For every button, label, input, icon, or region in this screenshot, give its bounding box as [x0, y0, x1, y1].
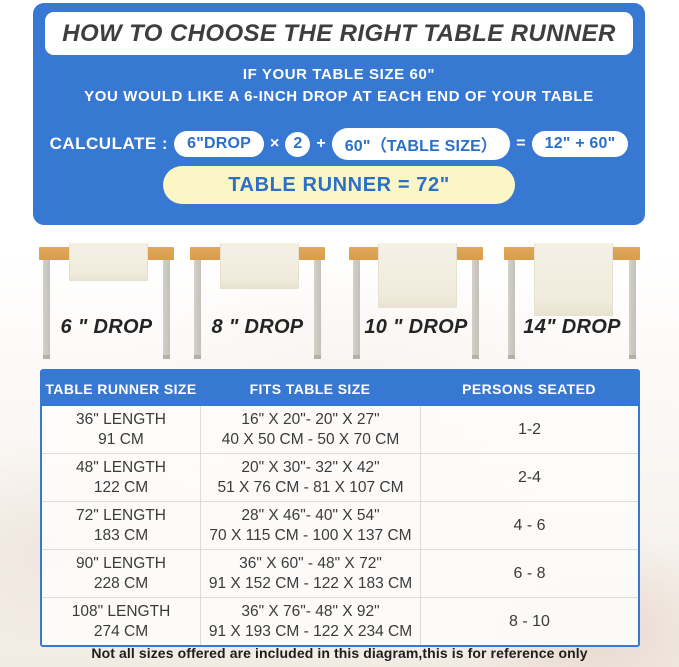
table-row: 90" LENGTH 228 CM 36" X 60" - 48" X 72" … [42, 549, 638, 597]
page-title: HOW TO CHOOSE THE RIGHT TABLE RUNNER [45, 12, 633, 55]
drop-illustrations: 6 " DROP 8 " DROP 10 " DROP 14" DROP [0, 240, 679, 365]
runner-cloth [378, 243, 457, 308]
table-leg [508, 259, 515, 359]
column-header-runner-size: TABLE RUNNER SIZE [45, 380, 197, 397]
fits-table-cell: 28" X 46"- 40" X 54" 70 X 115 CM - 100 X… [200, 502, 420, 549]
table-leg [194, 259, 201, 359]
runner-size-cell: 48" LENGTH 122 CM [76, 458, 166, 496]
table-size-pill: 60"（TABLE SIZE） [331, 128, 511, 160]
calculate-label: CALCULATE : [49, 134, 169, 153]
persons-seated-cell: 1-2 [420, 406, 638, 453]
table-leg [314, 259, 321, 359]
calculation-row: CALCULATE : 6"DROP × 2 + 60"（TABLE SIZE）… [33, 128, 645, 160]
header-panel: HOW TO CHOOSE THE RIGHT TABLE RUNNER IF … [33, 3, 645, 225]
runner-cloth [533, 243, 614, 316]
sum-pill: 12" + 60" [531, 131, 629, 157]
drop-pill: 6"DROP [174, 131, 265, 157]
table-row: 48" LENGTH 122 CM 20" X 30"- 32" X 42" 5… [42, 453, 638, 501]
table-header-row: TABLE RUNNER SIZE FITS TABLE SIZE PERSON… [42, 371, 638, 406]
persons-seated-cell: 6 - 8 [420, 550, 638, 597]
persons-seated-cell: 2-4 [420, 454, 638, 501]
table-leg [629, 259, 636, 359]
drop-label: 8 " DROP [211, 316, 304, 338]
equals-operator: = [516, 135, 526, 152]
table-figure-6-drop: 6 " DROP [39, 240, 174, 365]
multiplier-badge: 2 [285, 131, 311, 157]
table-row: 108" LENGTH 274 CM 36" X 76"- 48" X 92" … [42, 597, 638, 645]
runner-cloth [68, 243, 148, 281]
runner-size-cell: 108" LENGTH 274 CM [71, 602, 171, 640]
column-header-fits-table: FITS TABLE SIZE [249, 380, 371, 397]
runner-size-cell: 36" LENGTH 91 CM [76, 410, 166, 448]
table-figure-8-drop: 8 " DROP [190, 240, 325, 365]
size-reference-table: TABLE RUNNER SIZE FITS TABLE SIZE PERSON… [40, 369, 640, 647]
disclaimer-note: Not all sizes offered are included in th… [91, 645, 588, 661]
column-header-persons: PERSONS SEATED [462, 380, 596, 397]
drop-label: 6 " DROP [60, 316, 153, 338]
persons-seated-cell: 4 - 6 [420, 502, 638, 549]
table-leg [43, 259, 50, 359]
fits-table-cell: 20" X 30"- 32" X 42" 51 X 76 CM - 81 X 1… [200, 454, 420, 501]
drop-label: 14" DROP [523, 316, 621, 338]
table-leg [472, 259, 479, 359]
table-leg [163, 259, 170, 359]
runner-size-cell: 72" LENGTH 183 CM [76, 506, 166, 544]
drop-label: 10 " DROP [364, 316, 468, 338]
table-runner-result: TABLE RUNNER = 72" [163, 166, 515, 204]
fits-table-cell: 36" X 76"- 48" X 92" 91 X 193 CM - 122 X… [200, 598, 420, 645]
fits-table-cell: 16" X 20"- 20" X 27" 40 X 50 CM - 50 X 7… [200, 406, 420, 453]
times-operator: × [270, 135, 280, 152]
table-row: 36" LENGTH 91 CM 16" X 20"- 20" X 27" 40… [42, 406, 638, 453]
page-title-text: HOW TO CHOOSE THE RIGHT TABLE RUNNER [62, 19, 616, 47]
persons-seated-cell: 8 - 10 [420, 598, 638, 645]
plus-operator: + [316, 135, 326, 152]
runner-size-cell: 90" LENGTH 228 CM [76, 554, 166, 592]
table-figure-10-drop: 10 " DROP [349, 240, 483, 365]
table-body: 36" LENGTH 91 CM 16" X 20"- 20" X 27" 40… [42, 406, 638, 645]
runner-cloth [219, 243, 299, 289]
table-row: 72" LENGTH 183 CM 28" X 46"- 40" X 54" 7… [42, 501, 638, 549]
intro-line-1: IF YOUR TABLE SIZE 60" [242, 66, 436, 83]
intro-line-2: YOU WOULD LIKE A 6-INCH DROP AT EACH END… [84, 88, 594, 105]
table-leg [353, 259, 360, 359]
table-figure-14-drop: 14" DROP [504, 240, 640, 365]
fits-table-cell: 36" X 60" - 48" X 72" 91 X 152 CM - 122 … [200, 550, 420, 597]
